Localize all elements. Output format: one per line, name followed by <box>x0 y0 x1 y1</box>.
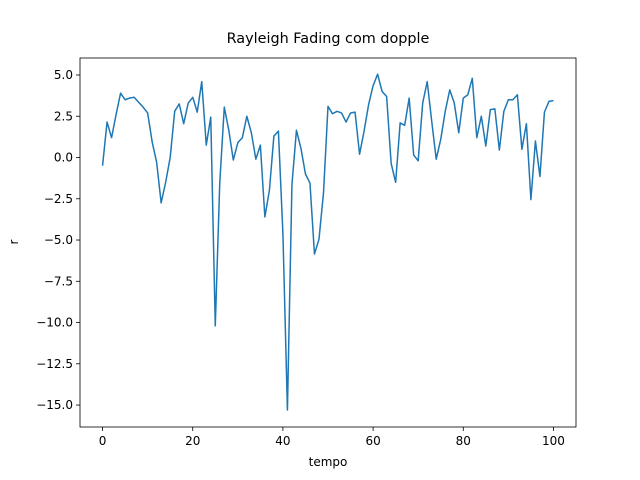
y-tick-label: −7.5 <box>44 274 73 288</box>
x-tick-label: 20 <box>185 434 200 448</box>
chart-title: Rayleigh Fading com dopple <box>227 31 430 47</box>
y-tick-label: 5.0 <box>54 68 73 82</box>
x-tick-label: 80 <box>456 434 471 448</box>
x-tick-label: 40 <box>275 434 290 448</box>
y-tick-label: −12.5 <box>36 357 73 371</box>
y-tick-label: 0.0 <box>54 151 73 165</box>
x-axis-label: tempo <box>309 455 348 469</box>
y-tick-label: 2.5 <box>54 109 73 123</box>
y-tick-label: −10.0 <box>36 316 73 330</box>
y-tick-label: −2.5 <box>44 192 73 206</box>
y-tick-label: −15.0 <box>36 398 73 412</box>
x-tick-label: 60 <box>365 434 380 448</box>
plot-frame <box>79 57 577 428</box>
y-axis-label: r <box>7 239 21 244</box>
x-tick-label: 0 <box>99 434 107 448</box>
data-line <box>101 73 554 411</box>
y-tick-label: −5.0 <box>44 233 73 247</box>
x-tick-label: 100 <box>542 434 565 448</box>
